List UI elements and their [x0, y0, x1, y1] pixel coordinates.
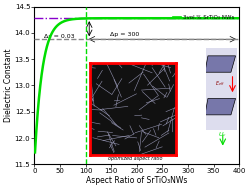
Text: optimized aspect ratio: optimized aspect ratio	[108, 156, 162, 161]
X-axis label: Aspect Ratio of SrTiO₃NWs: Aspect Ratio of SrTiO₃NWs	[86, 176, 188, 185]
Text: Δε = 0.03: Δε = 0.03	[44, 34, 74, 39]
Legend: 3vol.% SrTiO₃ NWs: 3vol.% SrTiO₃ NWs	[170, 13, 236, 22]
Y-axis label: Dielectric Constant: Dielectric Constant	[4, 49, 13, 122]
Text: Δp = 300: Δp = 300	[110, 32, 140, 36]
Text: $U_c$: $U_c$	[218, 130, 227, 139]
